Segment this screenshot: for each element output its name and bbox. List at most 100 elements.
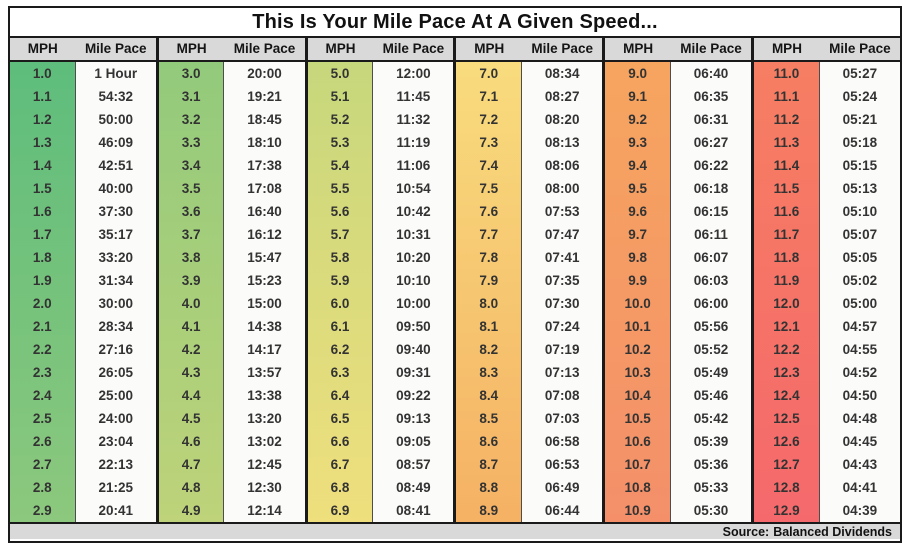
mph-cell: 3.0 xyxy=(181,66,201,81)
column-header-row: MPH Mile Pace xyxy=(605,38,752,62)
pace-column-header: Mile Pace xyxy=(829,41,891,56)
pace-cell: 06:27 xyxy=(693,135,729,150)
mph-cell: 6.4 xyxy=(330,388,350,403)
pace-cell: 05:46 xyxy=(693,388,729,403)
mph-cell: 9.4 xyxy=(628,158,647,173)
mph-cell: 11.5 xyxy=(773,181,800,196)
column-header-row: MPH Mile Pace xyxy=(307,38,454,62)
mph-cell: 2.8 xyxy=(32,480,52,495)
mph-cell: 6.3 xyxy=(330,365,350,380)
pace-cell: 04:43 xyxy=(842,457,878,472)
mph-cell: 1.1 xyxy=(32,89,52,104)
mph-cell: 12.0 xyxy=(773,296,800,311)
mph-cell: 2.7 xyxy=(32,457,52,472)
pace-cell: 06:35 xyxy=(693,89,729,104)
mph-cell: 1.2 xyxy=(32,112,52,127)
pace-cell: 10:20 xyxy=(396,250,431,265)
pace-cell: 46:09 xyxy=(98,135,133,150)
mph-cell: 8.6 xyxy=(479,434,499,449)
page-title: This Is Your Mile Pace At A Given Speed.… xyxy=(10,8,900,38)
mph-cell: 8.4 xyxy=(479,388,499,403)
pace-cell: 05:30 xyxy=(693,503,729,518)
pace-cell: 06:00 xyxy=(693,296,729,311)
pace-cell: 30:00 xyxy=(98,296,133,311)
mph-cell: 5.8 xyxy=(330,250,350,265)
mph-cell: 11.1 xyxy=(773,89,800,104)
mph-cell: 6.7 xyxy=(330,457,350,472)
mph-cell: 6.6 xyxy=(330,434,350,449)
pace-cell: 04:50 xyxy=(842,388,878,403)
mph-cell: 2.3 xyxy=(32,365,52,380)
mph-cell: 12.7 xyxy=(773,457,800,472)
mph-cell: 4.0 xyxy=(181,296,201,311)
mph-cell: 12.3 xyxy=(773,365,800,380)
pace-cell: 05:42 xyxy=(693,411,729,426)
mph-cell: 9.1 xyxy=(628,89,647,104)
mph-cell: 10.6 xyxy=(624,434,651,449)
mph-cell: 11.0 xyxy=(773,66,800,81)
pace-cell: 05:27 xyxy=(842,66,878,81)
mph-cell: 6.9 xyxy=(330,503,350,518)
mph-column: 7.0 7.1 7.2 7.3 7.4 7.5 7.6 7.7 7.8 7.9 8.0 8.1 8.2 8… xyxy=(456,62,523,522)
pace-table-frame: This Is Your Mile Pace At A Given Speed.… xyxy=(8,6,902,543)
mph-cell: 7.1 xyxy=(479,89,499,104)
mph-cell: 8.5 xyxy=(479,411,499,426)
mph-cell: 10.3 xyxy=(624,365,651,380)
pace-cell: 21:25 xyxy=(98,480,133,495)
pace-cell: 05:18 xyxy=(842,135,878,150)
mph-cell: 4.1 xyxy=(181,319,201,334)
mph-cell: 3.6 xyxy=(181,204,201,219)
pace-cell: 11:06 xyxy=(396,158,431,173)
column-group-body: 3.0 3.1 3.2 3.3 3.4 3.5 3.6 3.7 3.8 3.9 4.0 4.1 4.2 4… xyxy=(158,62,305,522)
pace-cell: 06:53 xyxy=(544,457,580,472)
pace-cell: 08:27 xyxy=(544,89,580,104)
pace-cell: 05:07 xyxy=(842,227,878,242)
pace-cell: 06:58 xyxy=(544,434,580,449)
column-header-row: MPH Mile Pace xyxy=(10,38,156,62)
pace-cell: 13:57 xyxy=(247,365,282,380)
pace-cell: 15:23 xyxy=(247,273,282,288)
pace-cell: 05:15 xyxy=(842,158,878,173)
mph-cell: 6.5 xyxy=(330,411,350,426)
mph-cell: 5.9 xyxy=(330,273,350,288)
column-group-body: 5.0 5.1 5.2 5.3 5.4 5.5 5.6 5.7 5.8 5.9 6.0 6.1 6.2 6… xyxy=(307,62,454,522)
pace-cell: 05:02 xyxy=(842,273,878,288)
speed-column-group: MPH Mile Pace 3.0 3.1 3.2 3.3 3.4 3.5 3.6 3.7 3.… xyxy=(158,38,308,522)
mph-cell: 1.7 xyxy=(32,227,52,242)
column-group-body: 9.0 9.1 9.2 9.3 9.4 9.5 9.6 9.7 9.8 9.9 10.0 10.1 10… xyxy=(605,62,752,522)
pace-cell: 16:40 xyxy=(247,204,282,219)
pace-cell: 07:13 xyxy=(544,365,580,380)
mph-cell: 9.2 xyxy=(628,112,647,127)
mph-cell: 4.6 xyxy=(181,434,201,449)
pace-cell: 19:21 xyxy=(247,89,282,104)
source-credit: Source: Balanced Dividends xyxy=(10,522,900,539)
mph-cell: 9.0 xyxy=(628,66,647,81)
mph-column: 9.0 9.1 9.2 9.3 9.4 9.5 9.6 9.7 9.8 9.9 10.0 10.1 10… xyxy=(605,62,671,522)
mph-cell: 12.8 xyxy=(773,480,800,495)
speed-column-group: MPH Mile Pace 9.0 9.1 9.2 9.3 9.4 9.5 9.6 9.7 9.… xyxy=(605,38,755,522)
pace-column-header: Mile Pace xyxy=(531,41,593,56)
pace-cell: 13:38 xyxy=(247,388,282,403)
mph-cell: 6.0 xyxy=(330,296,350,311)
mph-cell: 5.4 xyxy=(330,158,350,173)
mph-cell: 4.3 xyxy=(181,365,201,380)
mph-cell: 12.9 xyxy=(773,503,800,518)
mph-cell: 5.7 xyxy=(330,227,350,242)
mph-cell: 7.6 xyxy=(479,204,499,219)
pace-cell: 07:41 xyxy=(544,250,580,265)
mph-cell: 8.9 xyxy=(479,503,499,518)
mph-column-header: MPH xyxy=(623,41,654,56)
mph-cell: 9.9 xyxy=(628,273,647,288)
pace-cell: 05:24 xyxy=(842,89,878,104)
mph-cell: 8.1 xyxy=(479,319,499,334)
pace-cell: 16:12 xyxy=(247,227,282,242)
speed-column-group: MPH Mile Pace 1.0 1.1 1.2 1.3 1.4 1.5 1.6 1.7 1.… xyxy=(10,38,159,522)
pace-cell: 12:45 xyxy=(247,457,282,472)
pace-column: 1 Hour 54:32 50:00 46:09 42:51 40:00 37:30 35:1… xyxy=(75,62,156,522)
mph-cell: 3.2 xyxy=(181,112,201,127)
pace-cell: 09:22 xyxy=(396,388,431,403)
pace-cell: 07:03 xyxy=(544,411,580,426)
mph-cell: 10.5 xyxy=(624,411,651,426)
mph-cell: 4.2 xyxy=(181,342,201,357)
pace-cell: 20:00 xyxy=(247,66,282,81)
